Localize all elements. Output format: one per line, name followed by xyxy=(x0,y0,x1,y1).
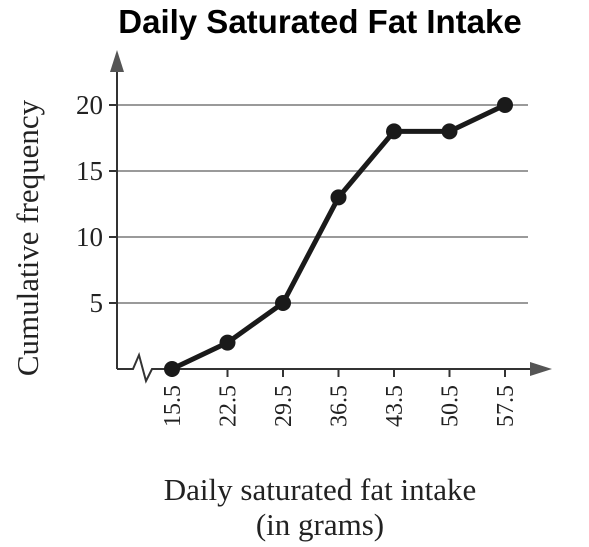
y-tick-label: 10 xyxy=(76,222,103,252)
data-point xyxy=(275,295,291,311)
y-tick-labels: 5 10 15 20 xyxy=(76,90,103,318)
x-tick-label: 15.5 xyxy=(160,385,186,427)
x-tick-label: 22.5 xyxy=(216,385,242,427)
data-point xyxy=(330,189,347,206)
data-point xyxy=(497,97,513,113)
x-tick-label: 29.5 xyxy=(271,385,297,427)
x-axis-label-line2: (in grams) xyxy=(256,507,384,542)
data-point xyxy=(386,123,402,140)
data-point xyxy=(164,361,180,377)
x-tick-label: 36.5 xyxy=(327,385,353,427)
x-tick-label: 57.5 xyxy=(493,385,519,427)
series-cumulative-frequency xyxy=(164,97,513,377)
x-axis-label-line1: Daily saturated fat intake xyxy=(164,472,476,507)
x-tick-label: 50.5 xyxy=(438,385,464,427)
chart-title: Daily Saturated Fat Intake xyxy=(118,3,521,40)
y-axis-arrow xyxy=(110,50,124,72)
y-tick-label: 20 xyxy=(76,90,103,120)
y-tick-label: 5 xyxy=(90,288,104,318)
x-axis-arrow xyxy=(530,362,552,376)
data-point xyxy=(441,123,458,140)
data-point xyxy=(219,334,236,351)
x-tick-labels: 15.5 22.5 29.5 36.5 43.5 50.5 57.5 xyxy=(160,385,519,427)
y-tick-label: 15 xyxy=(76,156,103,186)
x-tick-label: 43.5 xyxy=(382,385,408,427)
y-axis-label: Cumulative frequency xyxy=(10,99,45,376)
grid-lines xyxy=(117,104,528,304)
x-axis-line xyxy=(117,351,538,384)
